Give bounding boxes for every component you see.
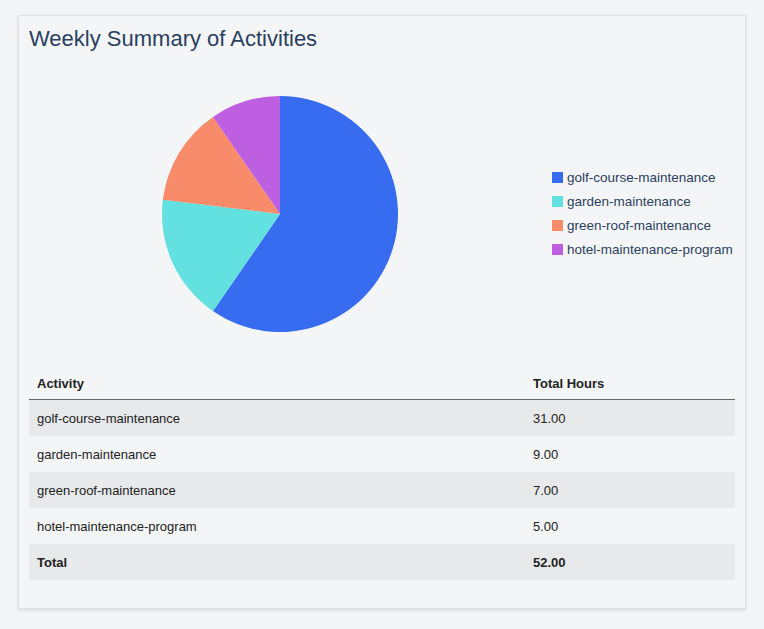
table-cell: 31.00 [525, 400, 735, 437]
legend-label: garden-maintenance [567, 194, 691, 209]
legend-label: green-roof-maintenance [567, 218, 711, 233]
table-cell: garden-maintenance [29, 436, 525, 472]
summary-table: ActivityTotal Hoursgolf-course-maintenan… [29, 368, 735, 580]
table-cell: 7.00 [525, 472, 735, 508]
slices [162, 96, 398, 332]
table-header: Activity [29, 368, 525, 400]
table-cell: golf-course-maintenance [29, 400, 525, 437]
legend-swatch [552, 244, 563, 255]
legend: golf-course-maintenance garden-maintenanc… [552, 170, 733, 257]
table-cell: green-roof-maintenance [29, 472, 525, 508]
table-cell: 5.00 [525, 508, 735, 544]
card: Weekly Summary of Activities golf-course-… [18, 15, 746, 609]
table-cell: 52.00 [525, 544, 735, 580]
table-cell: hotel-maintenance-program [29, 508, 525, 544]
legend-label: golf-course-maintenance [567, 170, 716, 185]
table-header: Total Hours [525, 368, 735, 400]
legend-swatch [552, 220, 563, 231]
table-cell: 9.00 [525, 436, 735, 472]
legend-label: hotel-maintenance-program [567, 242, 733, 257]
pie-chart: golf-course-maintenance garden-maintenanc… [19, 16, 745, 366]
pie-slice [213, 96, 280, 214]
legend-swatch [552, 196, 563, 207]
pie-slice [162, 200, 280, 311]
legend-swatch [552, 172, 563, 183]
chart-title: Weekly Summary of Activities [29, 26, 317, 52]
table-cell: Total [29, 544, 525, 580]
